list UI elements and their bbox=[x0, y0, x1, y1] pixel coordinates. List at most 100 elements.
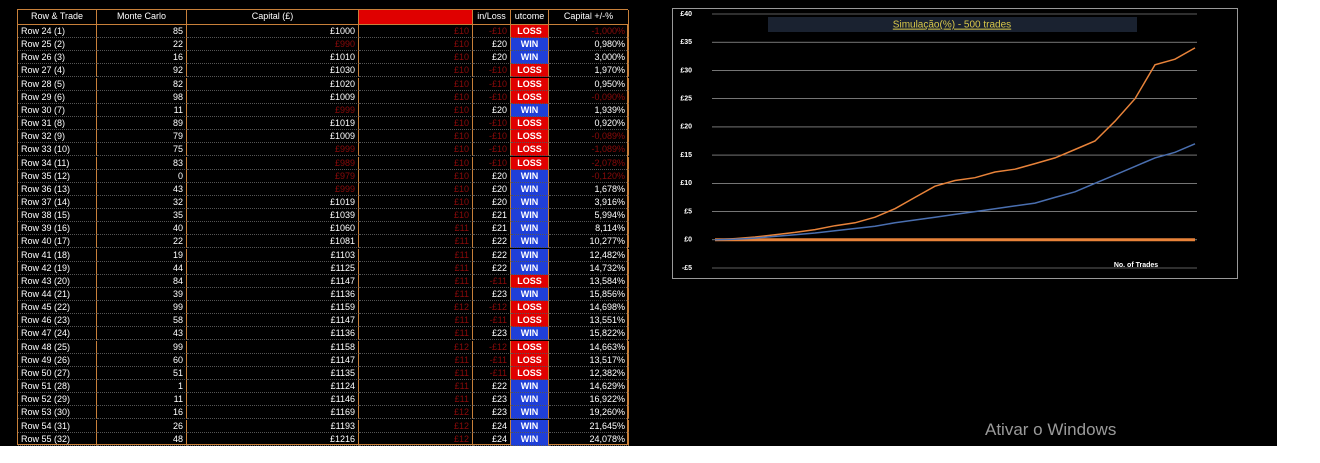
table-cell: 0,950% bbox=[549, 77, 629, 91]
table-cell: LOSS bbox=[511, 353, 549, 367]
table-cell: Row 33 (10) bbox=[18, 143, 97, 157]
table-cell: 85 bbox=[97, 25, 187, 38]
table-cell: 3,000% bbox=[549, 51, 629, 65]
y-tick-label: -£5 bbox=[682, 265, 692, 272]
table-cell: LOSS bbox=[511, 366, 549, 380]
table-cell: £11 bbox=[359, 248, 473, 262]
data-line bbox=[714, 47, 1196, 241]
table-cell: 26 bbox=[97, 419, 187, 433]
table-cell: £12 bbox=[359, 301, 473, 315]
column-header: Capital (£) bbox=[187, 10, 359, 25]
table-cell: 98 bbox=[97, 90, 187, 104]
table-cell: £23 bbox=[473, 288, 511, 301]
table-cell: £12 bbox=[359, 419, 473, 433]
table-cell: Row 37 (14) bbox=[18, 195, 97, 209]
table-cell: 21,645% bbox=[549, 419, 629, 433]
table-cell: £10 bbox=[359, 64, 473, 78]
table-cell: 5,994% bbox=[549, 209, 629, 223]
table-cell: £10 bbox=[359, 38, 473, 52]
table-cell: £1124 bbox=[187, 380, 359, 394]
table-cell: LOSS bbox=[511, 156, 549, 170]
table-cell: £1193 bbox=[187, 419, 359, 433]
title-box bbox=[768, 17, 1137, 32]
table-cell: £1147 bbox=[187, 274, 359, 288]
table-cell: 39 bbox=[97, 288, 187, 301]
table-cell: 3,916% bbox=[549, 195, 629, 209]
table-cell: Row 28 (5) bbox=[18, 77, 97, 91]
table-cell: £12 bbox=[359, 340, 473, 354]
table-cell: Row 52 (29) bbox=[18, 393, 97, 407]
table-cell: £1060 bbox=[187, 222, 359, 236]
table-cell: £11 bbox=[359, 393, 473, 407]
table-cell: 43 bbox=[97, 327, 187, 341]
table-cell: 19 bbox=[97, 248, 187, 262]
table-cell: £10 bbox=[359, 90, 473, 104]
table-cell: £1103 bbox=[187, 248, 359, 262]
table-cell: £1169 bbox=[187, 406, 359, 420]
table-cell: 44 bbox=[97, 261, 187, 275]
table-cell: £1147 bbox=[187, 353, 359, 367]
table-cell: 32 bbox=[97, 195, 187, 209]
table-cell: -£10 bbox=[473, 143, 511, 157]
y-tick-label: £40 bbox=[680, 11, 692, 18]
table-cell: 16,922% bbox=[549, 393, 629, 407]
table-cell: WIN bbox=[511, 209, 549, 223]
table-cell: Row 41 (18) bbox=[18, 248, 97, 262]
table-cell: -£10 bbox=[473, 117, 511, 131]
table-cell: 60 bbox=[97, 353, 187, 367]
table-cell: £11 bbox=[359, 261, 473, 275]
table-cell: 83 bbox=[97, 156, 187, 170]
table-cell: Row 44 (21) bbox=[18, 288, 97, 301]
table-cell: £20 bbox=[473, 51, 511, 65]
table-cell: £20 bbox=[473, 103, 511, 117]
table-cell: Row 49 (26) bbox=[18, 353, 97, 367]
table-cell: 19,260% bbox=[549, 406, 629, 420]
table-cell: -£10 bbox=[473, 25, 511, 38]
table-cell: £1147 bbox=[187, 314, 359, 328]
table-cell: £21 bbox=[473, 222, 511, 236]
table-cell: 16 bbox=[97, 406, 187, 420]
table-cell: 40 bbox=[97, 222, 187, 236]
table-cell: 15,822% bbox=[549, 327, 629, 341]
y-tick-label: £10 bbox=[680, 180, 692, 187]
table-cell: £1000 bbox=[187, 25, 359, 38]
table-cell: -£11 bbox=[473, 314, 511, 328]
table-cell: 0,920% bbox=[549, 117, 629, 131]
table-cell: £1216 bbox=[187, 432, 359, 446]
table-cell: £20 bbox=[473, 182, 511, 196]
table-cell: LOSS bbox=[511, 64, 549, 78]
y-tick-label: £0 bbox=[684, 237, 692, 244]
table-cell: LOSS bbox=[511, 25, 549, 38]
y-tick-label: £35 bbox=[680, 39, 692, 46]
y-tick-label: £25 bbox=[680, 96, 692, 103]
table-cell: WIN bbox=[511, 235, 549, 249]
table-cell: Row 27 (4) bbox=[18, 64, 97, 78]
table-cell: £10 bbox=[359, 209, 473, 223]
table-cell: WIN bbox=[511, 380, 549, 394]
table-cell: -£11 bbox=[473, 274, 511, 288]
x-axis-label: No. of Trades bbox=[1114, 262, 1158, 269]
table-cell: £1136 bbox=[187, 288, 359, 301]
table-cell: WIN bbox=[511, 419, 549, 433]
table-cell: Row 50 (27) bbox=[18, 366, 97, 380]
table-cell: LOSS bbox=[511, 117, 549, 131]
table-cell: 12,482% bbox=[549, 248, 629, 262]
table-cell: Row 53 (30) bbox=[18, 406, 97, 420]
table-cell: Row 40 (17) bbox=[18, 235, 97, 249]
table-cell: Row 38 (15) bbox=[18, 209, 97, 223]
table-cell: -0,120% bbox=[549, 169, 629, 183]
table-cell: £1159 bbox=[187, 301, 359, 315]
table-cell: £999 bbox=[187, 143, 359, 157]
table-cell: Row 26 (3) bbox=[18, 51, 97, 65]
table-cell: Row 39 (16) bbox=[18, 222, 97, 236]
table-cell: WIN bbox=[511, 327, 549, 341]
table-cell: 16 bbox=[97, 51, 187, 65]
table-cell: WIN bbox=[511, 169, 549, 183]
table-cell: 75 bbox=[97, 143, 187, 157]
table-cell: 1,970% bbox=[549, 64, 629, 78]
table-cell: £1135 bbox=[187, 366, 359, 380]
table-cell: £990 bbox=[187, 38, 359, 52]
table-cell: £10 bbox=[359, 195, 473, 209]
table-cell: £10 bbox=[359, 51, 473, 65]
